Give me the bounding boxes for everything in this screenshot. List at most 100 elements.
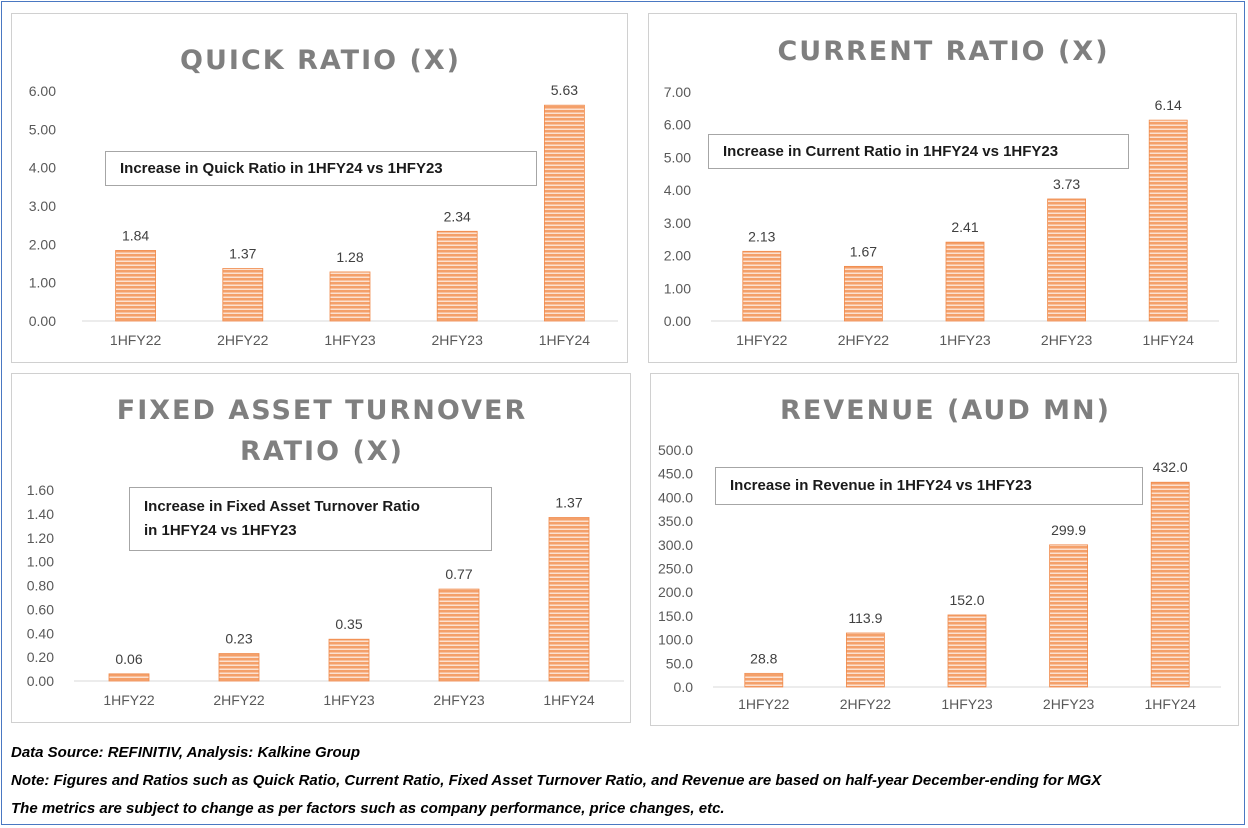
bar bbox=[1148, 119, 1188, 322]
bar bbox=[329, 271, 371, 322]
x-tick-label: 2HFY22 bbox=[217, 332, 269, 348]
data-source-note: Data Source: REFINITIV, Analysis: Kalkin… bbox=[11, 744, 360, 761]
fixed-asset-turnover-svg: FIXED ASSET TURNOVER RATIO (X) 0.00 0.20 0.4… bbox=[27, 395, 624, 708]
quick-ratio-callout: Increase in Quick Ratio in 1HFY24 vs 1HF… bbox=[105, 151, 537, 186]
y-tick-label: 1.00 bbox=[27, 554, 54, 570]
data-label: 2.13 bbox=[748, 228, 775, 244]
y-tick-label: 0.00 bbox=[27, 673, 54, 689]
y-tick-label: 1.20 bbox=[27, 530, 54, 546]
x-tick-label: 1HFY23 bbox=[941, 696, 993, 712]
data-label: 3.73 bbox=[1053, 176, 1080, 192]
chart-title: CURRENT RATIO (X) bbox=[777, 36, 1109, 67]
bar bbox=[947, 614, 987, 688]
y-tick-label: 250.0 bbox=[658, 561, 693, 577]
basis-note: Note: Figures and Ratios such as Quick R… bbox=[11, 772, 1102, 789]
data-label: 1.67 bbox=[850, 243, 877, 259]
x-tick-label: 1HFY23 bbox=[324, 332, 376, 348]
callout-line: Increase in Revenue in 1HFY24 vs 1HFY23 bbox=[730, 477, 1032, 494]
bar bbox=[1150, 481, 1190, 688]
x-tick-label: 1HFY23 bbox=[323, 692, 375, 708]
data-label: 432.0 bbox=[1153, 459, 1188, 475]
callout-line-1: Increase in Fixed Asset Turnover Ratio bbox=[144, 498, 420, 515]
y-tick-label: 0.00 bbox=[29, 313, 56, 329]
x-tick-label: 1HFY24 bbox=[539, 332, 591, 348]
chart-title: FIXED ASSET TURNOVER bbox=[117, 395, 528, 426]
data-label: 2.41 bbox=[951, 219, 978, 235]
data-label: 113.9 bbox=[848, 610, 882, 626]
y-tick-label: 0.00 bbox=[664, 313, 691, 329]
y-tick-label: 3.00 bbox=[664, 215, 691, 231]
y-tick-label: 450.0 bbox=[658, 466, 693, 482]
y-tick-label: 6.00 bbox=[29, 83, 56, 99]
data-label: 1.84 bbox=[122, 227, 149, 243]
y-tick-label: 100.0 bbox=[658, 632, 693, 648]
x-tick-label: 2HFY22 bbox=[840, 696, 892, 712]
bar bbox=[218, 653, 260, 682]
data-label: 28.8 bbox=[750, 650, 777, 666]
bar bbox=[1049, 544, 1089, 688]
x-tick-label: 2HFY23 bbox=[1041, 332, 1093, 348]
y-tick-label: 5.00 bbox=[29, 121, 56, 137]
y-tick-label: 2.00 bbox=[664, 248, 691, 264]
data-label: 1.37 bbox=[555, 494, 582, 510]
y-tick-label: 350.0 bbox=[658, 513, 693, 529]
y-tick-label: 0.40 bbox=[27, 625, 54, 641]
x-tick-label: 2HFY23 bbox=[433, 692, 485, 708]
data-label: 0.35 bbox=[335, 616, 362, 632]
x-tick-label: 1HFY22 bbox=[736, 332, 788, 348]
x-tick-label: 1HFY23 bbox=[939, 332, 991, 348]
y-tick-label: 500.0 bbox=[658, 442, 693, 458]
bar bbox=[742, 250, 782, 322]
y-tick-label: 0.60 bbox=[27, 601, 54, 617]
bar bbox=[945, 241, 985, 322]
callout-line: Increase in Quick Ratio in 1HFY24 vs 1HF… bbox=[120, 159, 443, 177]
disclaimer-note: The metrics are subject to change as per… bbox=[11, 800, 725, 817]
x-tick-label: 2HFY23 bbox=[1043, 696, 1095, 712]
y-tick-label: 4.00 bbox=[664, 182, 691, 198]
y-tick-label: 150.0 bbox=[658, 608, 693, 624]
y-tick-label: 0.0 bbox=[674, 679, 694, 695]
data-label: 0.06 bbox=[115, 651, 142, 667]
y-tick-label: 1.60 bbox=[27, 482, 54, 498]
x-tick-label: 2HFY22 bbox=[213, 692, 265, 708]
fixed-asset-turnover-chart: FIXED ASSET TURNOVER RATIO (X) 0.00 0.20 0.4… bbox=[11, 373, 631, 723]
data-label: 2.34 bbox=[444, 208, 471, 224]
y-tick-label: 0.20 bbox=[27, 649, 54, 665]
y-tick-label: 1.40 bbox=[27, 506, 54, 522]
y-tick-label: 2.00 bbox=[29, 236, 56, 252]
y-tick-label: 200.0 bbox=[658, 584, 693, 600]
y-tick-label: 0.80 bbox=[27, 578, 54, 594]
x-tick-label: 1HFY24 bbox=[543, 692, 595, 708]
bar bbox=[843, 265, 883, 322]
current-ratio-svg: CURRENT RATIO (X) 0.00 1.00 2.00 3.00 4.00 5.0… bbox=[664, 36, 1219, 348]
bar bbox=[108, 673, 150, 682]
data-label: 0.77 bbox=[445, 566, 472, 582]
y-tick-label: 7.00 bbox=[664, 84, 691, 100]
chart-title: RATIO (X) bbox=[240, 436, 404, 467]
bar bbox=[438, 588, 480, 682]
x-tick-label: 2HFY23 bbox=[432, 332, 484, 348]
data-label: 1.28 bbox=[336, 249, 363, 265]
chart-title: REVENUE (AUD MN) bbox=[780, 395, 1111, 426]
data-label: 299.9 bbox=[1051, 522, 1086, 538]
current-ratio-chart: CURRENT RATIO (X) 0.00 1.00 2.00 3.00 4.00 5.0… bbox=[648, 13, 1237, 363]
bar bbox=[328, 638, 370, 682]
chart-title: QUICK RATIO (X) bbox=[180, 45, 461, 76]
y-tick-label: 1.00 bbox=[664, 280, 691, 296]
quick-ratio-chart: QUICK RATIO (X) 0.00 1.00 2.00 3.00 4.00 5.00 6… bbox=[11, 13, 628, 363]
revenue-chart: REVENUE (AUD MN) 0.0 50.0 100.0 150.0 200.0 25… bbox=[650, 373, 1239, 726]
x-tick-label: 1HFY24 bbox=[1143, 332, 1195, 348]
x-tick-label: 1HFY24 bbox=[1145, 696, 1197, 712]
x-tick-label: 1HFY22 bbox=[103, 692, 155, 708]
callout-line: Increase in Current Ratio in 1HFY24 vs 1… bbox=[723, 142, 1059, 160]
data-label: 5.63 bbox=[551, 82, 578, 98]
y-tick-label: 400.0 bbox=[658, 489, 693, 505]
revenue-svg: REVENUE (AUD MN) 0.0 50.0 100.0 150.0 200.0 25… bbox=[658, 395, 1221, 712]
data-label: 6.14 bbox=[1155, 97, 1182, 113]
bar bbox=[1047, 198, 1087, 322]
y-tick-label: 300.0 bbox=[658, 537, 693, 553]
bar bbox=[548, 517, 590, 682]
footnotes: Data Source: REFINITIV, Analysis: Kalkin… bbox=[11, 739, 1241, 823]
bar bbox=[845, 632, 885, 688]
